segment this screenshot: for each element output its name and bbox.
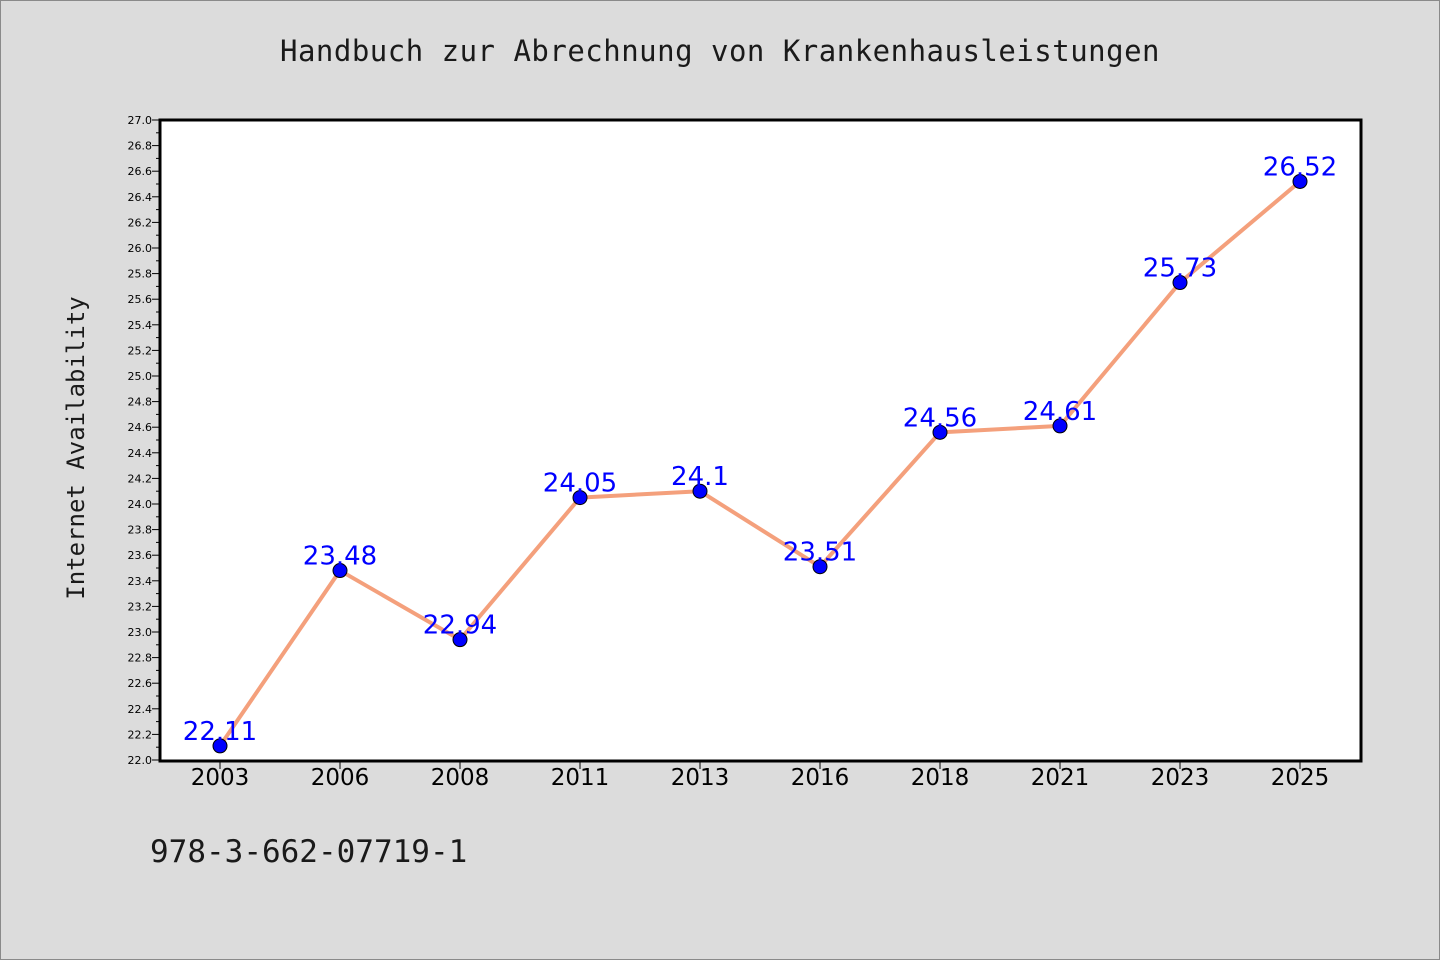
x-tick-label: 2003 xyxy=(191,765,250,791)
data-label: 24.05 xyxy=(543,469,617,499)
y-tick-label: 26.6 xyxy=(128,165,153,178)
y-tick-label: 24.6 xyxy=(128,421,153,434)
y-tick-label: 25.2 xyxy=(128,344,153,357)
data-label: 24.56 xyxy=(903,403,977,433)
isbn-text: 978-3-662-07719-1 xyxy=(150,834,468,870)
y-axis: 22.0 22.2 22.4 22.6 22.8 23.0 23.2 23.4 23.6 23.8… xyxy=(128,114,160,767)
y-tick-label: 25.4 xyxy=(128,319,153,332)
x-tick-label: 2018 xyxy=(911,765,970,791)
data-label: 25.73 xyxy=(1143,254,1217,284)
data-point xyxy=(812,559,828,575)
data-point xyxy=(1172,275,1188,291)
data-labels-group: 22.11 23.48 22.94 24.05 24.1 23.51 24.56 24.61 2… xyxy=(183,152,1337,746)
y-tick-label: 22.8 xyxy=(128,652,153,665)
y-tick-label: 24.0 xyxy=(128,498,153,511)
x-tick-label: 2008 xyxy=(431,765,490,791)
y-tick-label: 24.4 xyxy=(128,447,153,460)
y-tick-label: 22.0 xyxy=(128,754,153,767)
x-tick-label: 2021 xyxy=(1031,765,1090,791)
data-label: 24.1 xyxy=(671,462,729,492)
y-tick-label: 24.2 xyxy=(128,472,153,485)
y-axis-label: Internet Availability xyxy=(62,296,90,599)
data-point xyxy=(1052,418,1068,434)
chart-title: Handbuch zur Abrechnung von Krankenhausl… xyxy=(279,34,1160,68)
data-label: 23.51 xyxy=(783,538,857,568)
data-point xyxy=(452,632,468,648)
y-tick-label: 26.0 xyxy=(128,242,153,255)
x-axis: 2003 2006 2008 2011 2013 2016 2018 2021 2023 2025 xyxy=(191,761,1330,791)
y-tick-label: 24.8 xyxy=(128,396,153,409)
data-point xyxy=(692,483,708,499)
x-tick-label: 2006 xyxy=(311,765,370,791)
y-tick-label: 25.8 xyxy=(128,268,153,281)
x-tick-label: 2013 xyxy=(671,765,730,791)
data-label: 22.94 xyxy=(423,611,497,641)
y-tick-label: 25.6 xyxy=(128,293,153,306)
data-label: 22.11 xyxy=(183,717,257,747)
y-tick-label: 27.0 xyxy=(128,114,153,127)
x-tick-label: 2025 xyxy=(1271,765,1330,791)
data-label: 26.52 xyxy=(1263,152,1337,182)
data-point xyxy=(212,738,228,754)
y-tick-label: 26.8 xyxy=(128,140,153,153)
y-tick-label: 23.0 xyxy=(128,626,153,639)
y-tick-label: 22.2 xyxy=(128,728,153,741)
data-point xyxy=(932,424,948,440)
data-point xyxy=(572,490,588,506)
x-tick-label: 2011 xyxy=(551,765,610,791)
y-tick-label: 22.4 xyxy=(128,703,153,716)
x-tick-label: 2023 xyxy=(1151,765,1210,791)
data-point xyxy=(332,563,348,579)
y-tick-label: 25.0 xyxy=(128,370,153,383)
data-label: 23.48 xyxy=(303,542,377,572)
data-label: 24.61 xyxy=(1023,397,1097,427)
series-line xyxy=(218,179,1302,748)
y-tick-label: 23.6 xyxy=(128,549,153,562)
y-tick-label: 26.4 xyxy=(128,191,153,204)
x-tick-label: 2016 xyxy=(791,765,850,791)
y-tick-label: 23.4 xyxy=(128,575,153,588)
series-line-group xyxy=(218,179,1302,748)
data-point xyxy=(1292,173,1308,189)
series-markers-group xyxy=(212,173,1308,754)
plot-area xyxy=(158,118,1363,763)
y-tick-label: 23.8 xyxy=(128,524,153,537)
y-tick-label: 22.6 xyxy=(128,677,153,690)
y-tick-label: 23.2 xyxy=(128,600,153,613)
y-tick-label: 26.2 xyxy=(128,216,153,229)
